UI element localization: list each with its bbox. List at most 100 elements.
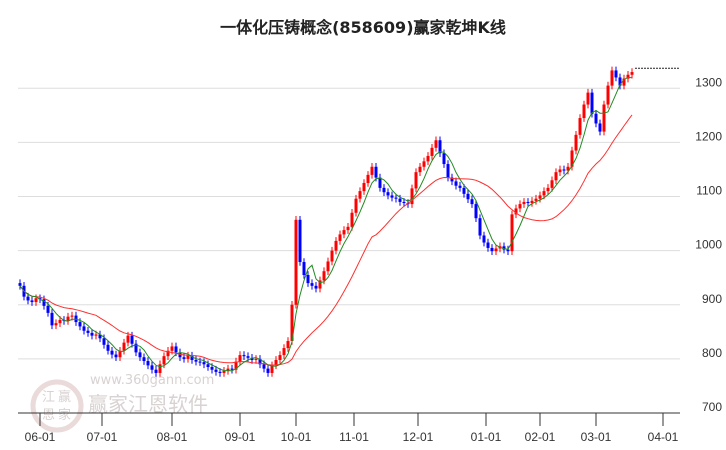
candle xyxy=(426,152,430,166)
candle xyxy=(134,339,138,357)
candle-body xyxy=(334,240,338,251)
candle xyxy=(270,361,274,377)
candle xyxy=(490,244,494,255)
candle xyxy=(18,279,22,290)
candle xyxy=(158,360,162,377)
candle-body xyxy=(122,342,126,351)
candle-body xyxy=(130,335,134,344)
candle xyxy=(526,198,530,207)
candle xyxy=(138,348,142,362)
candle xyxy=(418,162,422,176)
candle-body xyxy=(82,326,86,331)
candle-body xyxy=(206,364,210,367)
candle-body xyxy=(526,201,530,204)
candle xyxy=(194,356,198,366)
candle xyxy=(286,337,290,352)
candle-body xyxy=(94,334,98,336)
candle-body xyxy=(594,113,598,124)
candle xyxy=(46,302,50,317)
candle xyxy=(598,119,602,136)
candle-body xyxy=(422,161,426,167)
candle xyxy=(382,184,386,196)
candle-body xyxy=(474,204,478,219)
candle-body xyxy=(114,354,118,358)
x-tick-label: 04-01 xyxy=(648,430,679,444)
candle-body xyxy=(66,316,70,321)
candle xyxy=(154,365,158,377)
candle-body xyxy=(366,174,370,183)
candle-body xyxy=(222,370,226,373)
candle-body xyxy=(126,335,130,343)
candle-body xyxy=(430,147,434,156)
candle-body xyxy=(414,172,418,189)
watermark-seal-icon xyxy=(30,379,84,433)
candle-body xyxy=(466,193,470,200)
candle xyxy=(410,184,414,208)
candle xyxy=(290,300,294,345)
candle xyxy=(302,258,306,279)
ma-short-line xyxy=(19,76,633,372)
x-tick-label: 02-01 xyxy=(525,430,556,444)
candle-body xyxy=(186,355,190,359)
candle xyxy=(202,358,206,369)
candle xyxy=(610,66,614,90)
candle-body xyxy=(482,235,486,243)
candle xyxy=(362,179,366,195)
candle-body xyxy=(50,312,54,326)
candle xyxy=(298,216,302,266)
candle-body xyxy=(102,338,106,345)
candle-body xyxy=(338,234,342,241)
candle-body xyxy=(110,350,114,355)
candle-body xyxy=(426,155,430,162)
candle xyxy=(190,351,194,364)
candle-body xyxy=(542,191,546,196)
x-tick-label: 11-01 xyxy=(339,430,369,444)
candle-body xyxy=(358,191,362,199)
candle-body xyxy=(450,177,454,182)
candle-body xyxy=(510,214,514,252)
candle xyxy=(510,210,514,255)
candle xyxy=(502,242,506,254)
grid-lines xyxy=(18,87,680,360)
candle xyxy=(562,165,566,175)
candle xyxy=(614,66,618,82)
candle xyxy=(538,191,542,203)
candle-body xyxy=(106,344,110,351)
candle-body xyxy=(58,319,62,324)
candle-body xyxy=(182,357,186,359)
candle xyxy=(238,351,242,366)
candle-body xyxy=(314,285,318,289)
candle xyxy=(274,356,278,370)
candle xyxy=(478,214,482,240)
candle-body xyxy=(294,219,298,305)
candle-body xyxy=(142,357,146,362)
candle xyxy=(466,190,470,204)
candle-body xyxy=(550,180,554,188)
candle xyxy=(54,319,58,330)
candle-body xyxy=(266,368,270,373)
candle-body xyxy=(546,187,550,192)
moving-averages xyxy=(19,67,680,372)
candle xyxy=(222,367,226,377)
candle xyxy=(278,351,282,364)
candle-body xyxy=(274,359,278,366)
candle xyxy=(306,271,310,287)
candle-body xyxy=(210,367,214,370)
candle-body xyxy=(446,164,450,178)
candle-body xyxy=(502,246,506,250)
candle-body xyxy=(514,208,518,215)
candle-body xyxy=(486,242,490,248)
candle xyxy=(514,204,518,219)
candle-body xyxy=(234,361,238,370)
candle-body xyxy=(346,226,350,231)
candle xyxy=(546,184,550,195)
candle-body xyxy=(134,343,138,353)
candle xyxy=(550,176,554,192)
candle xyxy=(558,165,562,176)
candle-body xyxy=(30,300,34,303)
candle-body xyxy=(602,104,606,132)
watermark-seal-0: 江 xyxy=(42,390,55,405)
candle-body xyxy=(170,346,174,351)
y-tick-label: 1000 xyxy=(695,238,722,252)
candle-body xyxy=(226,368,230,371)
